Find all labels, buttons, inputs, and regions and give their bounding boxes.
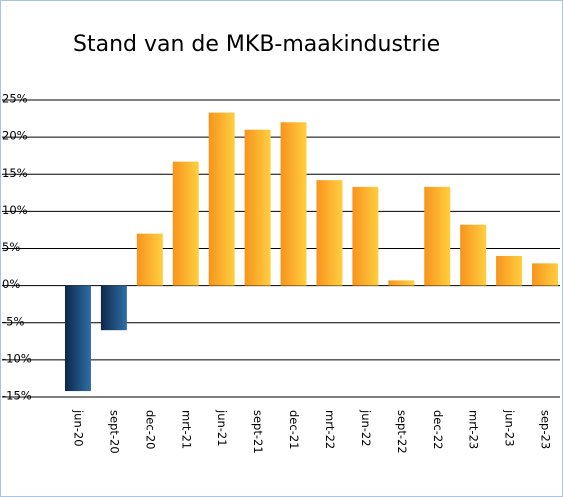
bar [316, 180, 343, 286]
bar [64, 285, 91, 392]
x-tick-label: sept-20 [107, 410, 121, 454]
bar [280, 122, 307, 286]
bar [172, 161, 199, 286]
bar [208, 112, 235, 286]
bar [100, 285, 127, 331]
y-tick-label: 0% [2, 277, 20, 291]
x-tick-label: mrt-23 [467, 410, 481, 449]
bar [532, 263, 559, 286]
y-tick-label: 15% [2, 166, 28, 180]
x-tick-label: sept-21 [251, 410, 265, 454]
y-tick-label: -10% [2, 351, 32, 365]
bar [460, 224, 487, 286]
y-tick-label: -15% [2, 389, 32, 403]
bar [244, 129, 271, 286]
bar [136, 233, 163, 286]
x-tick-label: jun-20 [71, 409, 85, 447]
x-tick-label: mrt-22 [323, 410, 337, 449]
bar [352, 186, 379, 286]
chart-title: Stand van de MKB-maakindustrie [73, 32, 440, 57]
x-tick-label: dec-22 [431, 410, 445, 449]
y-tick-label: 5% [2, 240, 20, 254]
x-tick-label: dec-21 [287, 410, 301, 449]
x-tick-label: sep-23 [539, 410, 553, 449]
x-tick-label: jun-21 [215, 409, 229, 447]
x-tick-label: sept-22 [395, 410, 409, 454]
x-tick-label: dec-20 [143, 410, 157, 449]
x-tick-label: jun-23 [503, 409, 517, 447]
y-tick-label: 10% [2, 203, 28, 217]
y-tick-label: 25% [2, 92, 28, 106]
x-tick-label: jun-22 [359, 409, 373, 447]
y-tick-label: 20% [2, 129, 28, 143]
x-tick-label: mrt-21 [179, 410, 193, 449]
bar [388, 280, 415, 286]
bar [496, 255, 523, 286]
y-tick-label: -5% [2, 314, 24, 328]
bar [424, 186, 451, 286]
